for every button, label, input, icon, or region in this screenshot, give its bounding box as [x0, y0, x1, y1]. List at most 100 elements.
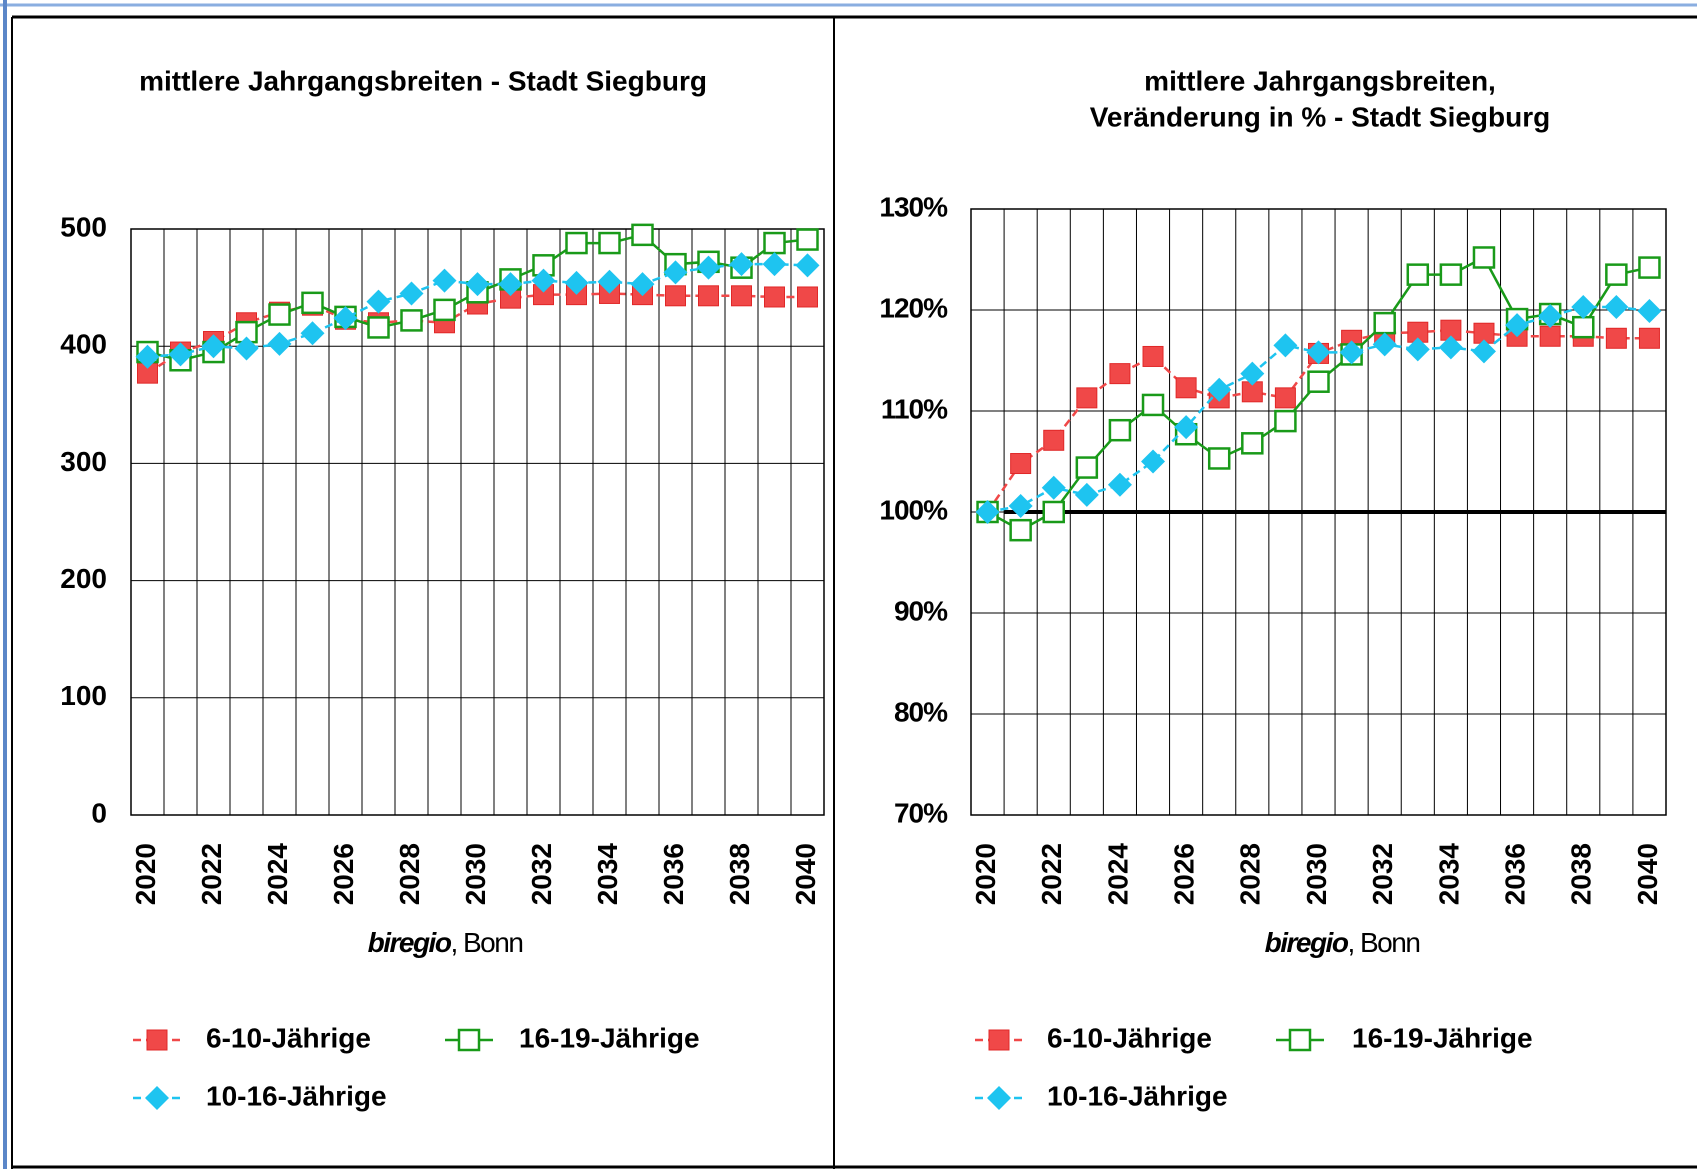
- legend-label: 6-10-Jährige: [1047, 1022, 1212, 1053]
- marker: [1638, 256, 1661, 279]
- marker: [268, 303, 291, 326]
- legend-marker: [145, 1086, 169, 1110]
- x-tick-label: 2020: [130, 843, 161, 905]
- x-tick-label: 2034: [592, 843, 623, 906]
- marker: [598, 231, 621, 255]
- marker: [764, 286, 785, 308]
- marker: [1076, 387, 1098, 409]
- y-tick-label: 120%: [879, 292, 948, 323]
- marker: [498, 272, 523, 297]
- marker: [1108, 418, 1132, 442]
- source-note: biregio, Bonn: [1265, 927, 1420, 958]
- x-tick-label: 2036: [658, 843, 689, 905]
- marker: [1274, 409, 1297, 433]
- marker: [399, 281, 424, 306]
- marker: [665, 285, 686, 307]
- marker: [1142, 345, 1164, 367]
- marker: [1637, 299, 1662, 324]
- marker: [762, 252, 787, 277]
- marker: [597, 269, 622, 294]
- legend-marker: [146, 1029, 168, 1051]
- marker: [333, 306, 358, 331]
- marker: [1605, 263, 1628, 286]
- chart-title: mittlere Jahrgangsbreiten - Stadt Siegbu…: [139, 65, 707, 96]
- x-tick-label: 2028: [1235, 843, 1266, 905]
- marker: [1472, 246, 1496, 269]
- x-tick-label: 2038: [1566, 843, 1597, 905]
- marker: [1109, 363, 1131, 385]
- y-tick-label: 500: [60, 211, 107, 242]
- legend-label: 10-16-Jährige: [206, 1080, 387, 1111]
- series: [135, 252, 820, 369]
- x-tick-label: 2022: [1036, 843, 1067, 905]
- marker: [1042, 500, 1065, 524]
- x-tick-label: 2024: [262, 843, 293, 906]
- x-tick-label: 2032: [526, 843, 557, 905]
- x-tick-label: 2038: [724, 843, 755, 905]
- marker: [1175, 377, 1197, 399]
- x-tick-label: 2032: [1367, 843, 1398, 905]
- marker: [367, 316, 390, 339]
- y-tick-label: 90%: [894, 595, 948, 626]
- legend-marker: [988, 1029, 1010, 1051]
- marker: [1074, 482, 1099, 507]
- marker: [1307, 370, 1330, 393]
- y-tick-label: 0: [91, 797, 107, 828]
- marker: [1373, 311, 1396, 335]
- marker: [1207, 377, 1232, 402]
- y-tick-label: 130%: [879, 191, 948, 222]
- source-part: biregio: [368, 927, 452, 958]
- x-tick-label: 2030: [1301, 843, 1332, 905]
- marker: [698, 285, 719, 307]
- legend-marker: [457, 1028, 481, 1052]
- legend-marker: [987, 1086, 1011, 1110]
- marker: [796, 228, 819, 251]
- marker: [1041, 475, 1066, 500]
- marker: [663, 260, 688, 285]
- x-tick-label: 2022: [196, 843, 227, 905]
- marker: [1274, 387, 1296, 409]
- marker: [301, 291, 324, 315]
- marker: [1174, 415, 1199, 440]
- x-tick-label: 2040: [790, 843, 821, 905]
- marker: [300, 321, 325, 346]
- marker: [531, 268, 556, 293]
- marker: [696, 255, 721, 280]
- marker: [1141, 449, 1166, 474]
- marker: [201, 334, 226, 359]
- x-tick-label: 2030: [460, 843, 491, 905]
- marker: [1010, 453, 1032, 475]
- y-tick-label: 300: [60, 446, 107, 477]
- source-note: biregio, Bonn: [368, 927, 523, 958]
- marker: [1438, 335, 1463, 360]
- legend-marker: [1288, 1028, 1312, 1052]
- legend-label: 16-19-Jährige: [1352, 1022, 1533, 1053]
- x-tick-label: 2026: [1169, 843, 1200, 905]
- marker: [1306, 340, 1331, 365]
- marker: [975, 500, 1000, 524]
- marker: [234, 336, 259, 361]
- source-part: , Bonn: [1347, 927, 1419, 958]
- marker: [1538, 304, 1563, 329]
- x-tick-label: 2020: [970, 843, 1001, 905]
- marker: [1141, 393, 1165, 417]
- source-part: , Bonn: [450, 927, 522, 958]
- chart-title: mittlere Jahrgangsbreiten,: [1144, 65, 1496, 96]
- marker: [763, 231, 786, 255]
- marker: [1604, 294, 1629, 319]
- marker: [168, 342, 193, 367]
- y-tick-label: 110%: [881, 393, 948, 424]
- marker: [1372, 332, 1397, 357]
- source-part: biregio: [1265, 927, 1349, 958]
- x-tick-label: 2034: [1433, 843, 1464, 906]
- marker: [1043, 429, 1065, 451]
- marker: [729, 252, 754, 277]
- marker: [1273, 333, 1298, 358]
- marker: [366, 289, 391, 314]
- legend-label: 10-16-Jährige: [1047, 1080, 1228, 1111]
- marker: [631, 223, 654, 247]
- marker: [1405, 337, 1430, 362]
- y-tick-label: 100: [60, 680, 107, 711]
